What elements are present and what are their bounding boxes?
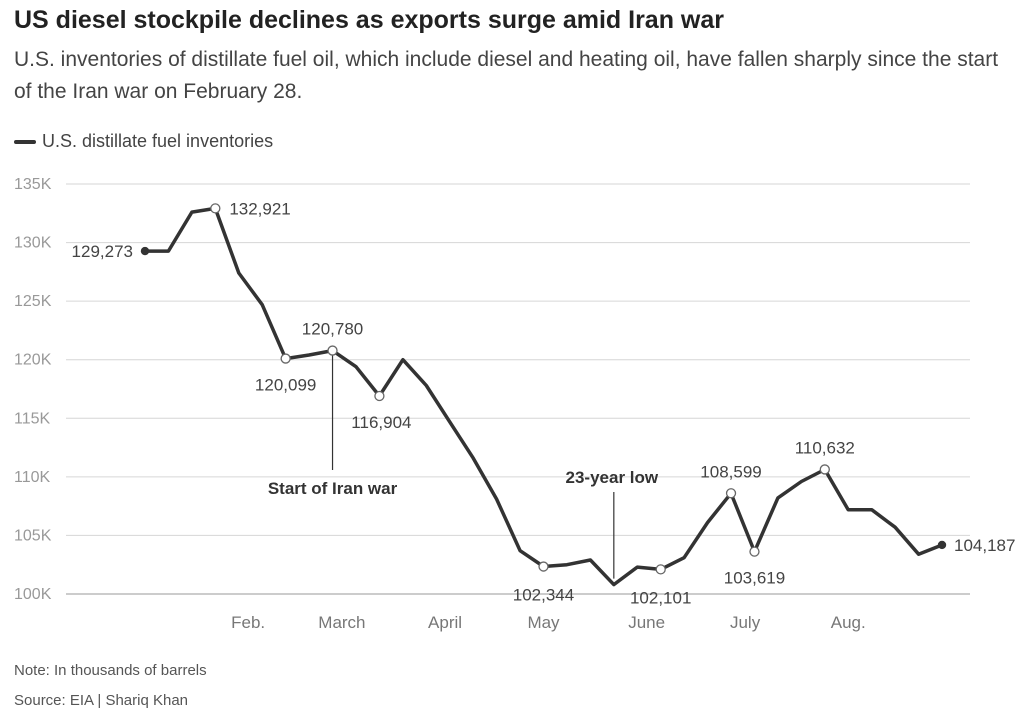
legend: U.S. distillate fuel inventories — [14, 131, 273, 152]
data-label: 102,101 — [630, 588, 691, 607]
y-tick-label: 115K — [14, 410, 51, 427]
data-label: 108,599 — [700, 462, 761, 481]
y-tick-label: 110K — [14, 469, 51, 486]
data-label: 102,344 — [513, 586, 574, 605]
x-tick-label: June — [628, 613, 665, 632]
data-label: 110,632 — [795, 438, 855, 457]
y-tick-label: 100K — [14, 586, 52, 603]
x-tick-label: May — [527, 613, 560, 632]
x-tick-label: April — [428, 613, 462, 632]
legend-label: U.S. distillate fuel inventories — [42, 131, 274, 151]
point-marker — [749, 546, 760, 557]
point-marker — [327, 345, 338, 356]
x-tick-label: Feb. — [231, 613, 265, 632]
y-tick-label: 120K — [14, 352, 52, 369]
endpoint-marker — [937, 540, 947, 550]
data-label: 132,921 — [229, 199, 290, 218]
x-tick-label: July — [730, 613, 761, 632]
chart-source: Source: EIA | Shariq Khan — [14, 692, 189, 709]
x-tick-label: March — [318, 613, 365, 632]
x-tick-label: Aug. — [831, 613, 866, 632]
legend-swatch — [14, 139, 36, 144]
annotation-label: 23-year low — [566, 468, 659, 487]
data-label: 103,619 — [724, 569, 785, 588]
annotation-label: Start of Iran war — [268, 479, 398, 498]
y-tick-label: 105K — [14, 527, 52, 544]
point-marker — [210, 203, 221, 214]
data-label: 120,099 — [255, 376, 316, 395]
data-label: 116,904 — [351, 413, 411, 432]
series-line — [143, 206, 944, 587]
chart-title: US diesel stockpile declines as exports … — [14, 6, 725, 34]
chart-subtitle: U.S. inventories of distillate fuel oil,… — [14, 48, 999, 103]
chart-note: Note: In thousands of barrels — [14, 662, 207, 679]
point-marker — [819, 464, 830, 475]
point-marker — [374, 390, 385, 402]
endpoint-marker — [140, 246, 150, 256]
point-marker — [538, 561, 549, 572]
point-marker — [280, 353, 291, 364]
data-label: 104,187 — [954, 536, 1015, 555]
point-marker — [655, 564, 666, 575]
y-tick-label: 125K — [14, 293, 52, 310]
data-label: 120,780 — [302, 320, 363, 339]
point-marker — [725, 488, 737, 499]
y-tick-label: 135K — [14, 176, 52, 193]
line-chart: 100K 105K 110K 115K 120K 125K 130K 135K Feb. Marc… — [14, 176, 1015, 632]
data-label: 129,273 — [72, 242, 133, 261]
y-tick-label: 130K — [14, 235, 52, 252]
